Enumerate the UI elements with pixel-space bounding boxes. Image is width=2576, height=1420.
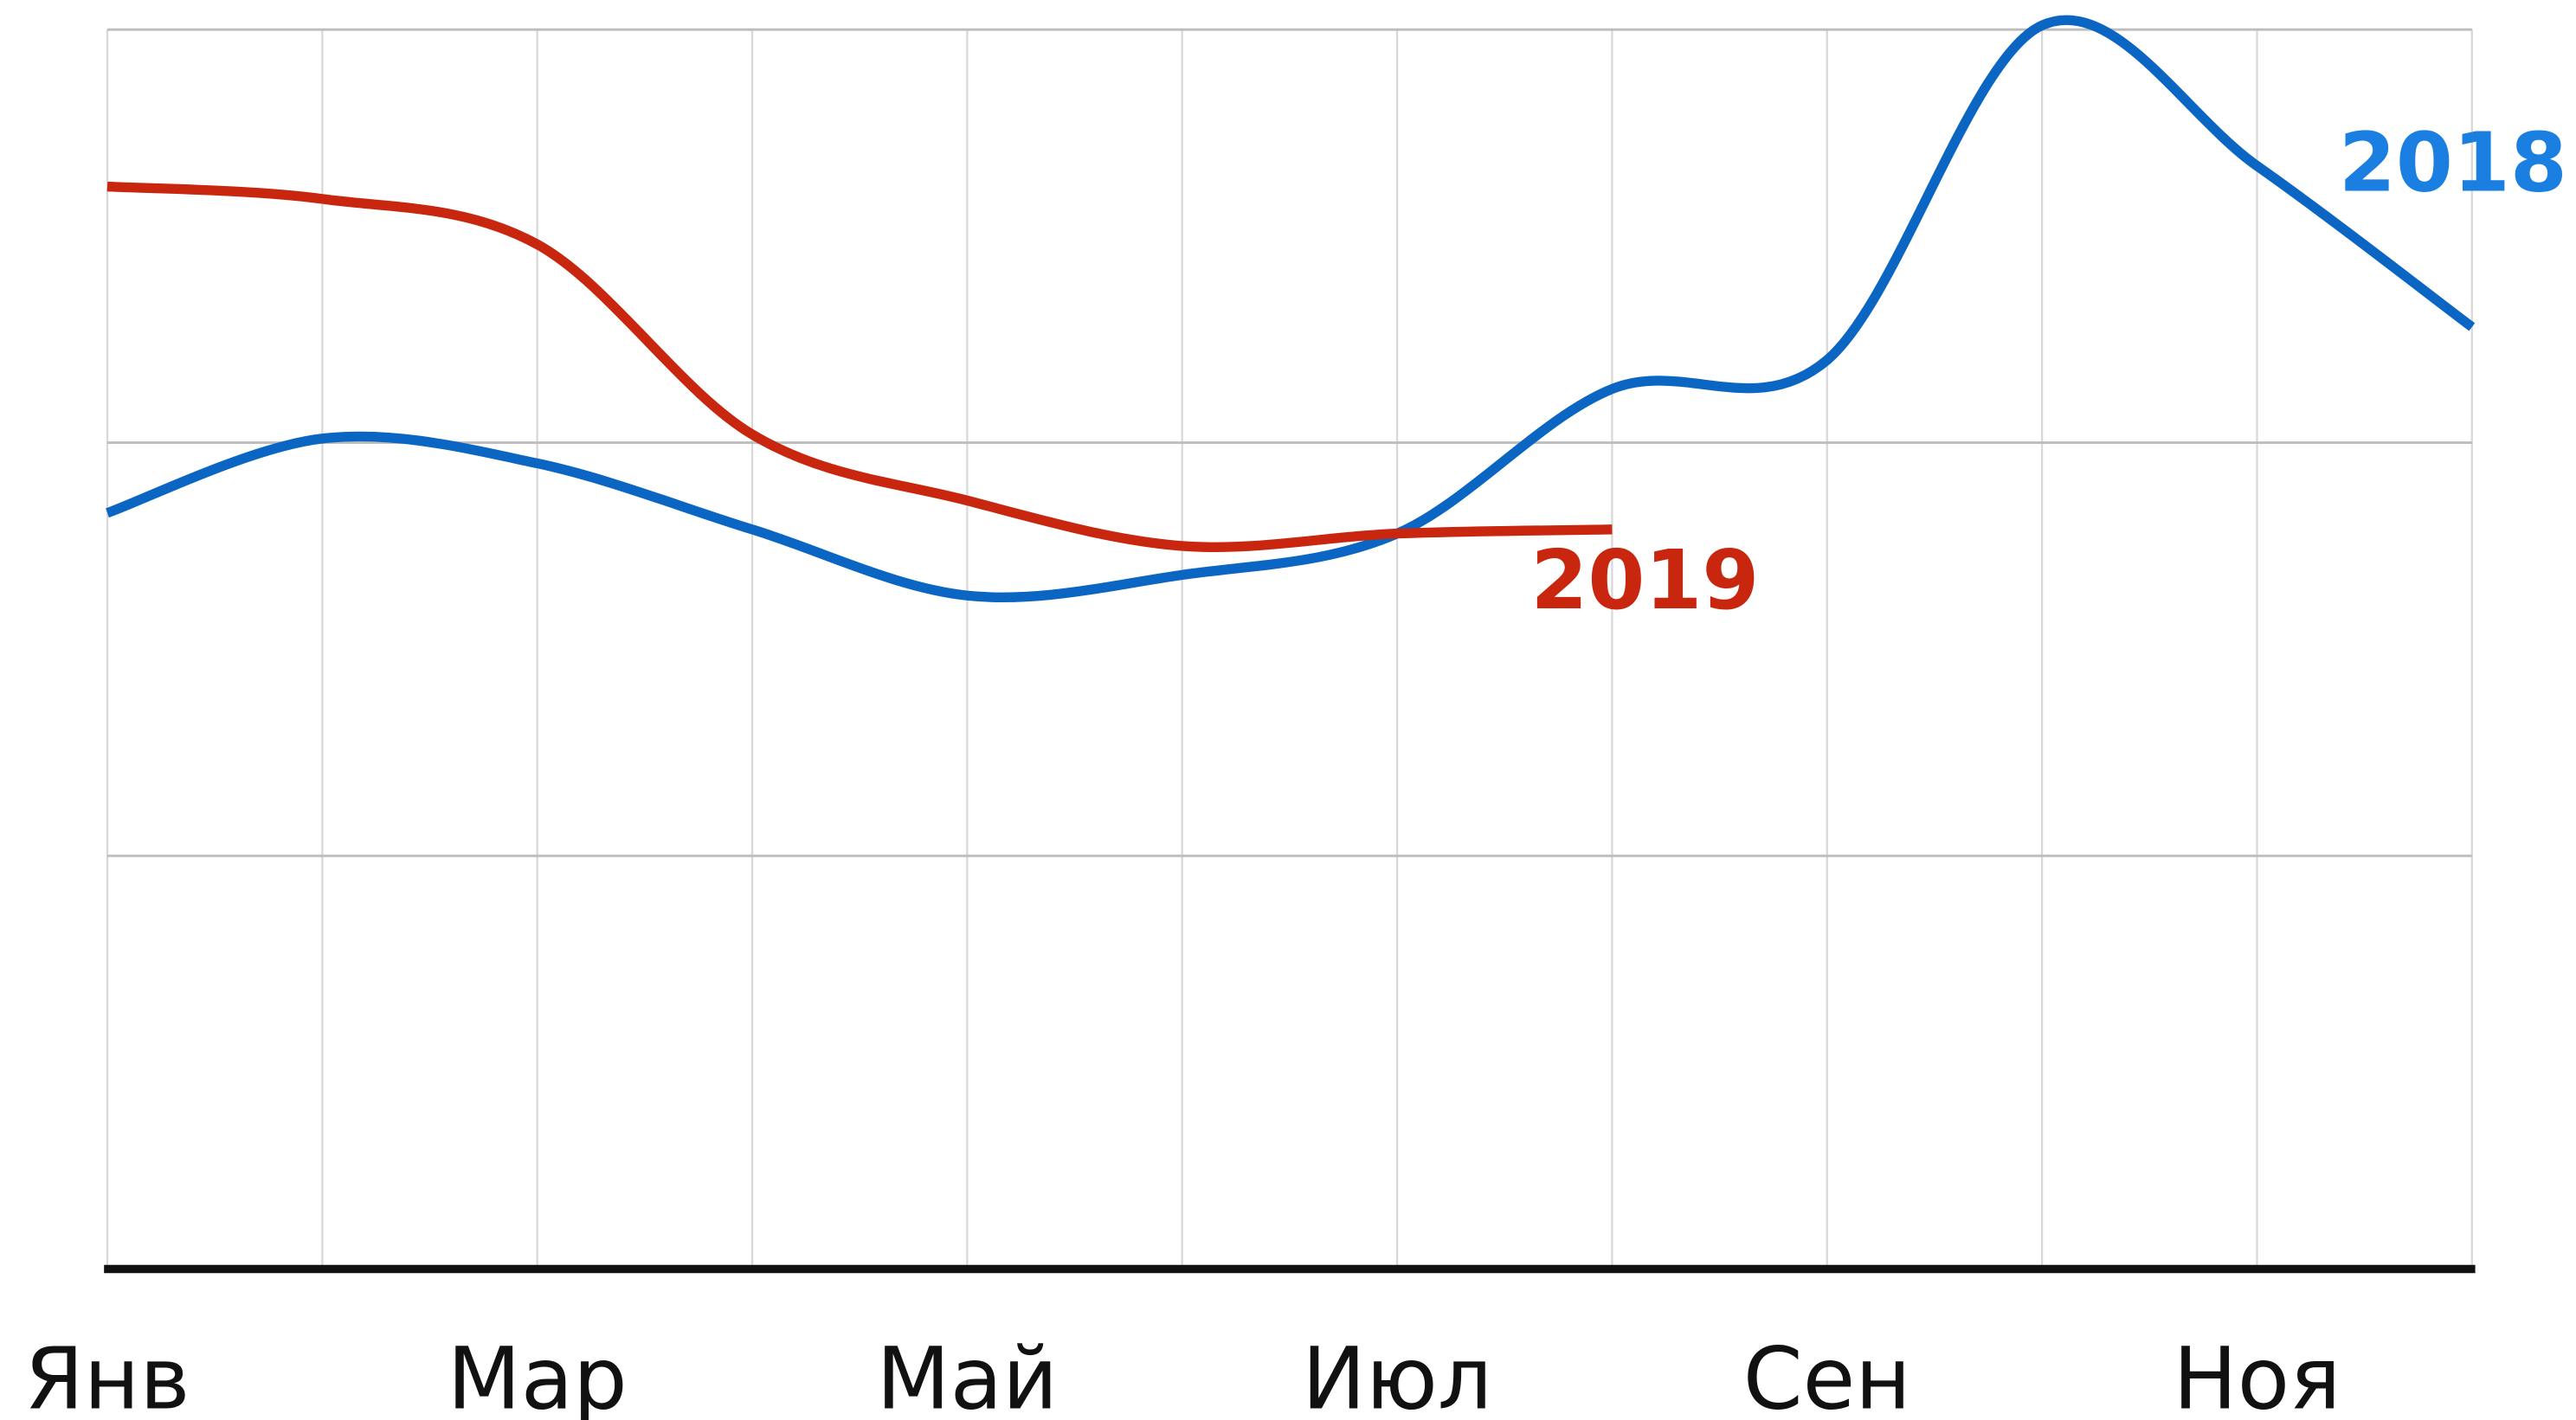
x-tick-label: Сен bbox=[1743, 1330, 1911, 1420]
series-label: 2019 bbox=[1530, 533, 1759, 628]
x-tick-label: Ноя bbox=[2174, 1330, 2341, 1420]
series-label: 2018 bbox=[2339, 115, 2567, 210]
line bbox=[106, 181, 1613, 552]
line bbox=[106, 15, 2476, 603]
x-tick-label: Июл bbox=[1302, 1330, 1492, 1420]
x-tick-label: Янв bbox=[24, 1330, 190, 1420]
x-tick-label: Мар bbox=[448, 1330, 628, 1420]
x-tick-label: Май bbox=[877, 1330, 1059, 1420]
